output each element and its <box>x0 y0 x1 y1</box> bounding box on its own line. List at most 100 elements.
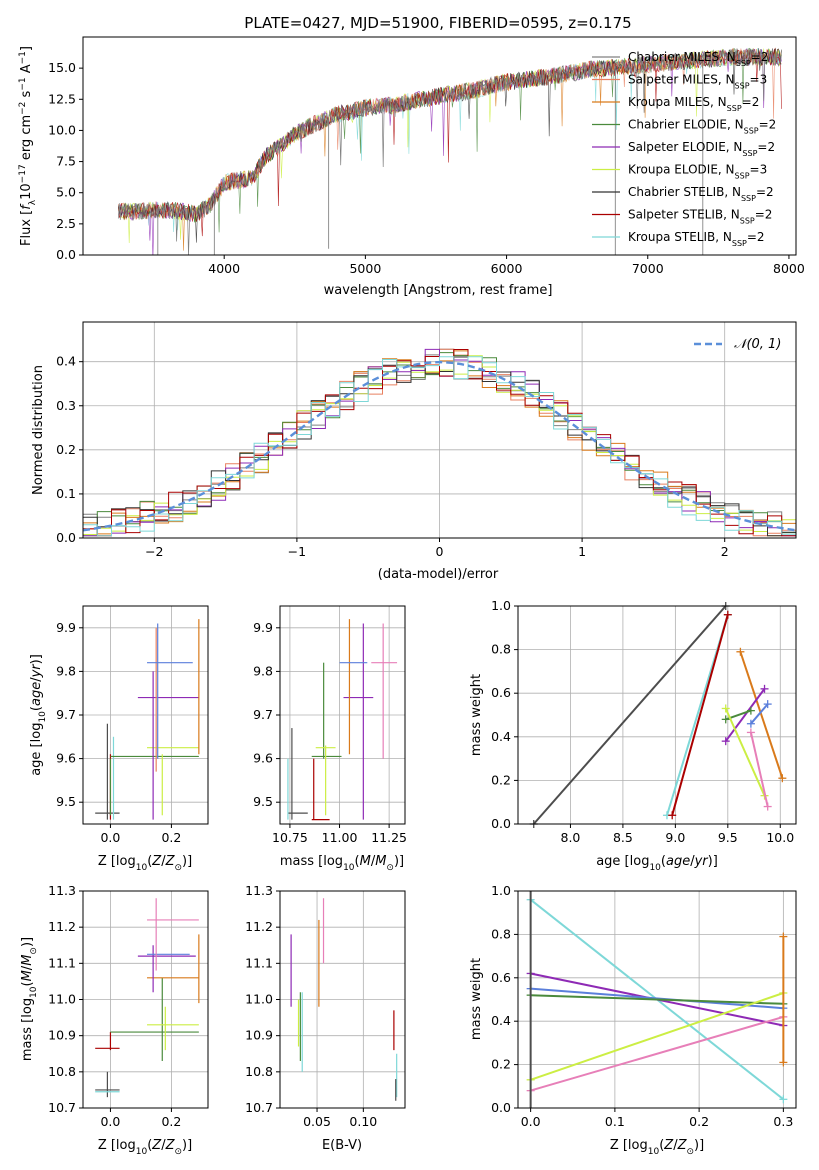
spectrum-series-line <box>117 48 782 255</box>
legend-label: Salpeter MILES, NSSP=3 <box>628 73 767 91</box>
x-tick-label: 7000 <box>632 261 664 276</box>
age-vs-mass-plot-area <box>280 606 405 824</box>
gaussian-curve <box>82 360 797 532</box>
y-tick-label: 0.2 <box>491 1057 511 1072</box>
y-tick-label: 9.9 <box>56 620 76 635</box>
y-tick-label: 15.0 <box>48 60 76 75</box>
x-tick-label: 0.0 <box>521 1114 541 1129</box>
x-tick-label: 0.2 <box>161 830 181 845</box>
legend-subscript: SSP <box>727 104 742 113</box>
y-tick-label: 0.0 <box>56 530 76 545</box>
age-vs-z-panel: 0.0 0.2 9.5 9.6 9.7 9.8 9.9 Z [log10(Z/Z⊙)] ag… <box>29 605 209 873</box>
y-tick-label: 0.8 <box>491 926 511 941</box>
x-tick-label: 0.10 <box>349 1114 377 1129</box>
weight-vs-age-plot-area <box>518 602 796 828</box>
age-vs-z-ticks: 0.0 0.2 9.5 9.6 9.7 9.8 9.9 <box>56 620 181 845</box>
weight-vs-z-plot-area <box>518 890 796 1109</box>
y-tick-label: 10.9 <box>48 1028 76 1043</box>
x-tick-label: 1 <box>578 544 586 559</box>
weight-vs-z-panel: 0.0 0.1 0.2 0.3 0.0 0.2 0.4 0.6 0.8 1.0 Z [log10(… <box>469 883 797 1157</box>
weight-series-line <box>530 994 784 1005</box>
weight-vs-z-frame <box>517 890 797 1109</box>
legend-imf-lib: Salpeter ELODIE, N <box>628 140 742 154</box>
legend-label: Chabrier STELIB, NSSP=2 <box>628 185 774 203</box>
legend-label: Kroupa STELIB, NSSP=2 <box>628 230 765 248</box>
weight-vs-age-frame <box>517 605 797 825</box>
y-tick-label: 5.0 <box>56 185 76 200</box>
weight-vs-age-y-label: mass weight <box>469 674 484 756</box>
y-tick-label: 11.3 <box>48 883 76 898</box>
weight-vs-age-x-label: age [log10(age/yr)] <box>596 854 718 873</box>
y-tick-label: 12.5 <box>48 91 76 106</box>
mass-vs-z-ticks: 0.0 0.2 10.7 10.8 10.9 11.0 11.1 11.2 11.3 <box>48 883 181 1129</box>
y-tick-label: 10.9 <box>245 1028 273 1043</box>
y-tick-label: 0.1 <box>56 486 76 501</box>
legend-imf-lib: Kroupa STELIB, N <box>628 230 732 244</box>
spectrum-y-label: Flux [fλ10−17 erg cm−2 s−1 A−1] <box>18 46 38 246</box>
legend-imf-lib: Chabrier ELODIE, N <box>628 118 744 132</box>
weight-series-line <box>739 651 784 779</box>
y-tick-label: 0.0 <box>56 247 76 262</box>
y-tick-label: 10.7 <box>48 1100 76 1115</box>
y-tick-label: 11.0 <box>245 992 273 1007</box>
x-tick-label: −1 <box>288 544 306 559</box>
x-tick-label: 9.5 <box>718 830 738 845</box>
y-tick-label: 9.5 <box>56 794 76 809</box>
y-tick-label: 7.5 <box>56 154 76 169</box>
weight-series-line <box>530 992 784 1081</box>
legend-imf-lib: Chabrier MILES, N <box>628 50 736 64</box>
legend-count: =2 <box>742 95 760 109</box>
weight-series-line <box>530 1015 784 1092</box>
y-tick-label: 0.0 <box>491 816 511 831</box>
x-tick-label: 0.0 <box>100 830 120 845</box>
y-tick-label: 10.8 <box>245 1064 273 1079</box>
x-tick-label: 10.75 <box>272 830 308 845</box>
weight-series-line <box>724 708 766 797</box>
y-tick-label: 9.6 <box>56 751 76 766</box>
x-tick-label: 5000 <box>349 261 381 276</box>
legend-imf-lib: Chabrier STELIB, N <box>628 185 741 199</box>
residuals-y-label: Normed distribution <box>31 365 46 495</box>
y-tick-label: 11.2 <box>48 919 76 934</box>
legend-count: =2 <box>756 185 774 199</box>
legend-subscript: SSP <box>741 194 756 203</box>
spectrum-series-line <box>118 48 782 243</box>
y-tick-label: 9.8 <box>253 663 273 678</box>
gaussian-legend-label: 𝒩(0, 1) <box>734 337 781 352</box>
legend-label: Kroupa ELODIE, NSSP=3 <box>628 163 767 181</box>
y-tick-label: 0.8 <box>491 642 511 657</box>
weight-series-line <box>724 688 766 742</box>
x-tick-label: 8000 <box>773 261 805 276</box>
age-vs-z-plot-area <box>83 606 208 824</box>
x-tick-label: 11.25 <box>371 830 407 845</box>
x-tick-label: 4000 <box>208 261 240 276</box>
x-tick-label: 11.00 <box>322 830 358 845</box>
legend-count: =2 <box>759 118 777 132</box>
legend-label: Chabrier MILES, NSSP=2 <box>628 50 768 68</box>
y-tick-label: 0.2 <box>491 772 511 787</box>
x-tick-label: 10.0 <box>766 830 794 845</box>
legend-imf-lib: Salpeter MILES, N <box>628 73 735 87</box>
mass-vs-ebv-ticks: 0.05 0.10 10.7 10.8 10.9 11.0 11.1 11.2 11.3 <box>245 883 377 1129</box>
x-tick-label: 2 <box>721 544 729 559</box>
weight-series-line <box>530 987 784 1010</box>
legend-subscript: SSP <box>732 239 747 248</box>
legend-count: =2 <box>747 230 765 244</box>
x-tick-label: 6000 <box>491 261 523 276</box>
x-tick-label: 8.5 <box>613 830 633 845</box>
y-tick-label: 0.4 <box>491 729 511 744</box>
spectrum-frame <box>82 36 797 256</box>
y-tick-label: 11.1 <box>245 955 273 970</box>
x-tick-label: 0 <box>436 544 444 559</box>
y-tick-label: 9.7 <box>253 707 273 722</box>
y-tick-label: 0.0 <box>491 1100 511 1115</box>
mass-vs-z-plot-area <box>83 890 208 1109</box>
x-tick-label: 8.0 <box>561 830 581 845</box>
y-tick-label: 0.4 <box>491 1013 511 1028</box>
legend-count: =3 <box>750 163 768 177</box>
legend-label: Kroupa MILES, NSSP=2 <box>628 95 759 113</box>
residuals-panel: −2 −1 0 1 2 0.0 0.1 0.2 0.3 0.4 (data-model)/erro… <box>31 321 797 582</box>
legend-subscript: SSP <box>742 149 757 158</box>
mass-vs-z-x-label: Z [log10(Z/Z⊙)] <box>98 1138 192 1157</box>
